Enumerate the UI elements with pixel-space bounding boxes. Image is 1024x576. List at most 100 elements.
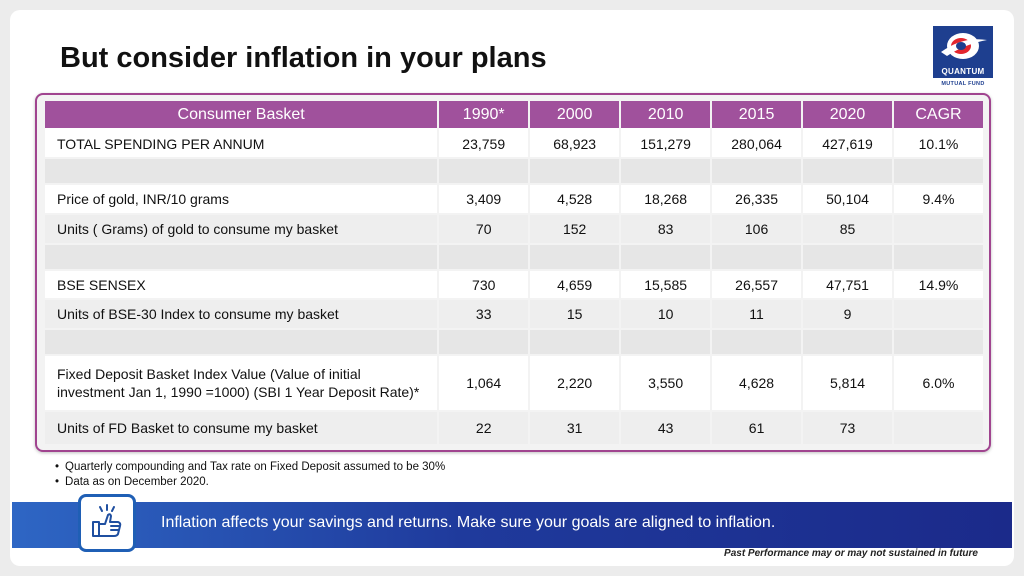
table-cell: 15	[530, 300, 620, 330]
table-spacer-row	[45, 159, 983, 185]
table-cell	[45, 245, 438, 271]
table-cell: Units of BSE-30 Index to consume my bask…	[45, 300, 438, 330]
table-row: Units of FD Basket to consume my basket …	[45, 412, 983, 446]
table-cell: 26,335	[712, 185, 802, 215]
table-cell: 4,528	[530, 185, 620, 215]
table-header-row: Consumer Basket 1990* 2000 2010 2015 202…	[45, 101, 983, 131]
table-cell: 43	[621, 412, 711, 446]
table-cell: 1,064	[439, 356, 529, 412]
table-row: Price of gold, INR/10 grams 3,409 4,528 …	[45, 185, 983, 215]
table-cell	[712, 330, 802, 356]
table-cell: 33	[439, 300, 529, 330]
table-cell	[439, 330, 529, 356]
logo-name: QUANTUM	[941, 67, 985, 76]
consumer-basket-table: Consumer Basket 1990* 2000 2010 2015 202…	[43, 101, 985, 446]
table-cell	[621, 245, 711, 271]
table-cell: 15,585	[621, 271, 711, 300]
table-cell: 106	[712, 215, 802, 245]
header-cell: 2010	[621, 101, 711, 131]
logo-emblem-icon	[941, 33, 987, 59]
table-cell: 31	[530, 412, 620, 446]
table-cell: 3,409	[439, 185, 529, 215]
table-cell	[894, 245, 983, 271]
table-cell	[621, 159, 711, 185]
table-cell	[45, 330, 438, 356]
table-cell	[894, 330, 983, 356]
table-cell	[621, 330, 711, 356]
table-cell: Units ( Grams) of gold to consume my bas…	[45, 215, 438, 245]
table-cell: 61	[712, 412, 802, 446]
table-cell: 14.9%	[894, 271, 983, 300]
table-cell	[803, 330, 892, 356]
table-cell: 9.4%	[894, 185, 983, 215]
table-cell: 4,628	[712, 356, 802, 412]
table-cell	[45, 159, 438, 185]
table-spacer-row	[45, 245, 983, 271]
table-cell: 22	[439, 412, 529, 446]
disclaimer: Past Performance may or may not sustaine…	[724, 548, 978, 559]
table-cell: 23,759	[439, 131, 529, 159]
table-cell: 151,279	[621, 131, 711, 159]
footnote-item: Data as on December 2020.	[55, 475, 445, 490]
table-cell: 6.0%	[894, 356, 983, 412]
table-row: TOTAL SPENDING PER ANNUM 23,759 68,923 1…	[45, 131, 983, 159]
table-cell: Fixed Deposit Basket Index Value (Value …	[45, 356, 438, 412]
banner-text: Inflation affects your savings and retur…	[161, 514, 776, 531]
table-cell: 50,104	[803, 185, 892, 215]
footnotes: Quarterly compounding and Tax rate on Fi…	[55, 460, 445, 490]
table-cell: 9	[803, 300, 892, 330]
header-cell: 2015	[712, 101, 802, 131]
table-cell	[803, 245, 892, 271]
table-spacer-row	[45, 330, 983, 356]
thumbs-up-glyph	[92, 504, 122, 537]
table-cell	[530, 330, 620, 356]
logo-subtitle: MUTUAL FUND	[941, 81, 985, 87]
table-cell	[530, 159, 620, 185]
table-row: Units ( Grams) of gold to consume my bas…	[45, 215, 983, 245]
table-cell	[894, 412, 983, 446]
thumbs-up-icon	[78, 494, 136, 552]
table-cell	[439, 245, 529, 271]
table-cell: 85	[803, 215, 892, 245]
table-cell: 3,550	[621, 356, 711, 412]
quantum-logo: QUANTUM MUTUAL FUND	[933, 26, 993, 88]
table-cell	[803, 159, 892, 185]
table-cell: 47,751	[803, 271, 892, 300]
header-cell: 2020	[803, 101, 892, 131]
table-cell: 70	[439, 215, 529, 245]
table-row: Units of BSE-30 Index to consume my bask…	[45, 300, 983, 330]
table-cell	[894, 300, 983, 330]
table-cell: 427,619	[803, 131, 892, 159]
table-cell: 5,814	[803, 356, 892, 412]
header-cell: 2000	[530, 101, 620, 131]
table-cell	[894, 215, 983, 245]
table-cell: 280,064	[712, 131, 802, 159]
table-cell: 26,557	[712, 271, 802, 300]
table-cell	[712, 245, 802, 271]
table-row: Fixed Deposit Basket Index Value (Value …	[45, 356, 983, 412]
info-banner	[12, 502, 1012, 548]
table-cell: 4,659	[530, 271, 620, 300]
table-cell: 68,923	[530, 131, 620, 159]
table-cell	[439, 159, 529, 185]
table-cell: 730	[439, 271, 529, 300]
header-cell: Consumer Basket	[45, 101, 438, 131]
table-cell: Units of FD Basket to consume my basket	[45, 412, 438, 446]
table-cell	[712, 159, 802, 185]
table-cell: 2,220	[530, 356, 620, 412]
table-frame: Consumer Basket 1990* 2000 2010 2015 202…	[35, 93, 991, 452]
table-row: BSE SENSEX 730 4,659 15,585 26,557 47,75…	[45, 271, 983, 300]
table-cell: 10.1%	[894, 131, 983, 159]
table-cell: 83	[621, 215, 711, 245]
header-cell: CAGR	[894, 101, 983, 131]
table-cell	[530, 245, 620, 271]
page-title: But consider inflation in your plans	[60, 42, 547, 74]
table-cell: 11	[712, 300, 802, 330]
header-cell: 1990*	[439, 101, 529, 131]
table-cell: 18,268	[621, 185, 711, 215]
footnote-item: Quarterly compounding and Tax rate on Fi…	[55, 460, 445, 475]
logo-box: QUANTUM	[933, 26, 993, 78]
table-cell	[894, 159, 983, 185]
table-cell: TOTAL SPENDING PER ANNUM	[45, 131, 438, 159]
table-cell: 152	[530, 215, 620, 245]
